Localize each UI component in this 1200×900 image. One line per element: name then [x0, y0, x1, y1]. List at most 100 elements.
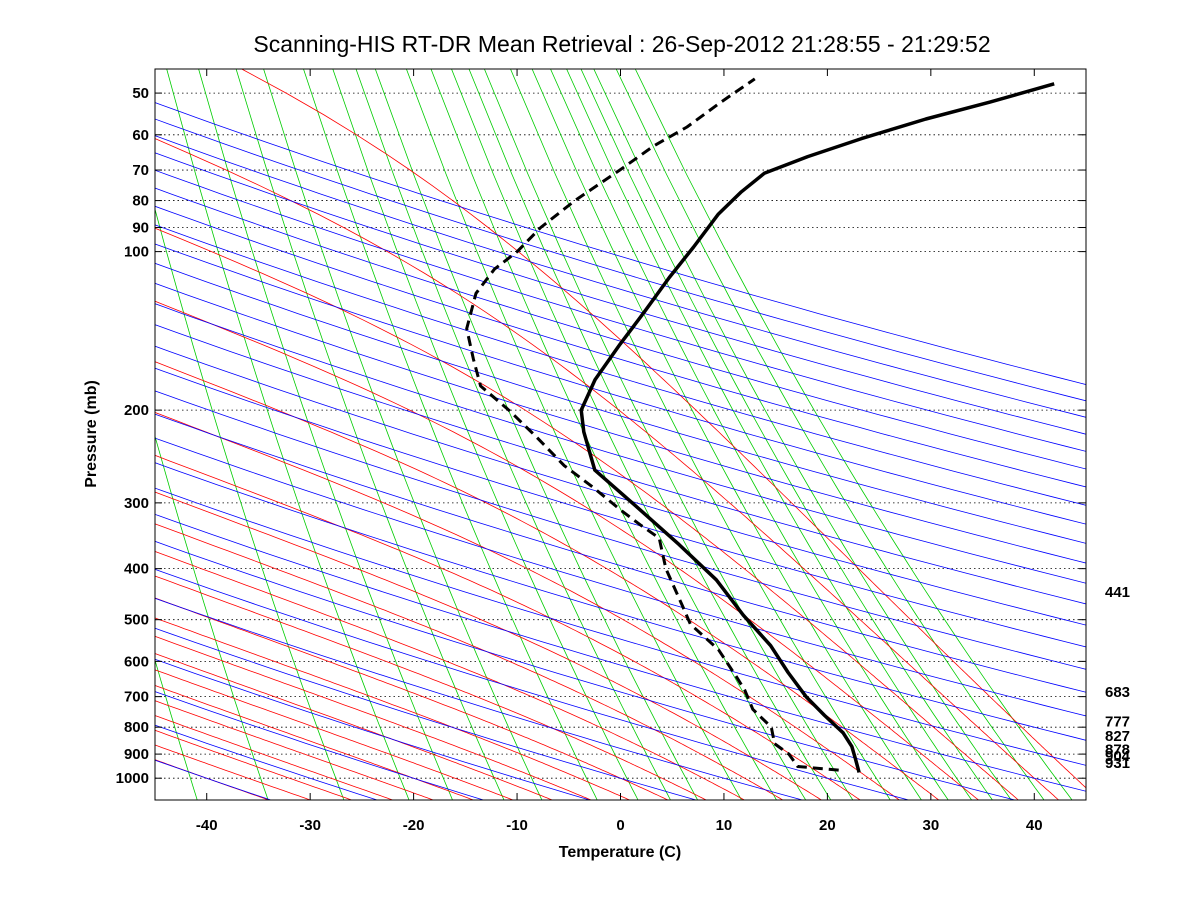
y-tick-label: 400 — [124, 561, 149, 578]
moist-adiabat — [155, 523, 783, 800]
dry-adiabat — [155, 169, 1086, 452]
x-tick-label: 30 — [922, 817, 939, 834]
dry-adiabat — [155, 345, 1086, 626]
mixing-ratio-line — [566, 69, 972, 800]
dry-adiabat — [155, 597, 803, 800]
dry-adiabat — [155, 413, 1086, 693]
moist-adiabat — [155, 744, 311, 800]
temperature-profile — [579, 82, 1055, 773]
moist-adiabat — [155, 635, 592, 800]
dry-adiabat — [155, 540, 1015, 800]
moist-adiabat — [155, 597, 669, 800]
moist-adiabat — [240, 69, 1086, 789]
mixing-ratio-line — [550, 69, 949, 800]
moist-adiabat — [155, 653, 553, 800]
dry-adiabat — [155, 118, 1086, 402]
dry-adiabat-lines — [155, 102, 1086, 800]
mixing-ratio-line — [198, 69, 453, 800]
x-axis-label: Temperature (C) — [559, 844, 681, 861]
right-level-label: 878 — [1105, 741, 1130, 758]
moist-adiabat — [155, 361, 940, 800]
y-tick-label: 200 — [124, 402, 149, 419]
moist-adiabat — [155, 575, 707, 800]
right-level-label: 683 — [1105, 684, 1130, 701]
dry-adiabat — [155, 487, 1086, 766]
y-tick-label: 100 — [124, 244, 149, 261]
mixing-ratio-line — [468, 69, 832, 800]
mixing-ratio-line — [303, 69, 598, 800]
y-tick-label: 60 — [132, 127, 149, 144]
moist-adiabat — [155, 138, 1059, 800]
y-tick-label: 90 — [132, 220, 149, 237]
moist-adiabat — [155, 700, 434, 800]
x-axis-ticks: -40 -30 -20 -10 0 10 20 30 40 — [196, 69, 1043, 834]
dry-adiabat — [155, 243, 1086, 525]
dry-adiabat — [155, 568, 909, 800]
dry-adiabat — [155, 224, 1086, 506]
dry-adiabat — [155, 513, 1086, 792]
mixing-ratio-line — [332, 69, 639, 800]
y-tick-label: 80 — [132, 193, 149, 210]
moist-adiabat — [155, 227, 1019, 800]
y-tick-label: 600 — [124, 653, 149, 670]
profile-series — [465, 77, 1055, 773]
moist-adiabat — [155, 491, 822, 800]
moist-adiabat — [155, 300, 979, 800]
x-tick-label: 40 — [1026, 817, 1043, 834]
mixing-ratio-line — [615, 69, 1045, 800]
mixing-ratio-line — [155, 658, 198, 800]
dry-adiabat — [155, 462, 1086, 741]
right-level-label: 441 — [1105, 584, 1130, 601]
dry-adiabat — [155, 102, 1086, 385]
dry-adiabat — [155, 135, 1086, 418]
y-axis-label: Pressure (mb) — [83, 380, 100, 488]
moist-adiabat — [155, 715, 393, 800]
moist-adiabat — [155, 729, 352, 800]
y-tick-label: 800 — [124, 719, 149, 736]
y-tick-label: 50 — [132, 85, 149, 102]
y-tick-label: 70 — [132, 162, 149, 179]
x-tick-label: -10 — [506, 817, 528, 834]
mixing-ratio-line — [531, 69, 922, 800]
mixing-ratio-line — [374, 69, 698, 800]
moist-adiabat — [155, 551, 745, 800]
moist-adiabat — [155, 454, 861, 800]
mixing-ratio-line — [484, 69, 854, 800]
x-tick-label: 10 — [716, 817, 733, 834]
right-level-label: 827 — [1105, 728, 1130, 745]
x-tick-label: -20 — [403, 817, 425, 834]
y-tick-label: 500 — [124, 612, 149, 629]
x-tick-label: 0 — [616, 817, 624, 834]
dry-adiabat — [155, 152, 1086, 435]
y-axis-ticks: 50 60 70 80 90 100 200 300 400 500 600 700 800 900 100… — [116, 85, 1086, 787]
dry-adiabat — [155, 303, 1086, 584]
y-tick-label: 1000 — [116, 770, 149, 787]
right-level-label: 931 — [1105, 755, 1130, 772]
y-tick-label: 900 — [124, 746, 149, 763]
dry-adiabat — [155, 367, 1086, 648]
mixing-ratio-line — [510, 69, 891, 800]
x-tick-label: -40 — [196, 817, 218, 834]
chart-title: Scanning-HIS RT-DR Mean Retrieval : 26-S… — [253, 31, 990, 57]
x-tick-label: -30 — [299, 817, 321, 834]
dry-adiabat — [155, 324, 1086, 605]
x-tick-label: 20 — [819, 817, 836, 834]
mixing-ratio-line — [155, 207, 345, 800]
dry-adiabat — [155, 282, 1086, 564]
moist-adiabat — [155, 669, 514, 800]
y-tick-label: 300 — [124, 495, 149, 512]
moist-adiabat — [155, 617, 630, 800]
mixing-ratio-line — [355, 69, 671, 800]
dry-adiabat — [155, 205, 1086, 488]
dry-adiabat — [155, 187, 1086, 470]
dry-adiabat — [155, 262, 1086, 544]
dry-adiabat — [155, 658, 590, 800]
moist-adiabat — [155, 685, 474, 800]
dewpoint-profile — [465, 77, 839, 772]
dry-adiabat — [155, 390, 1086, 670]
y-tick-label: 700 — [124, 689, 149, 706]
mixing-ratio-line — [263, 69, 543, 800]
mixing-ratio-line — [593, 69, 1012, 800]
